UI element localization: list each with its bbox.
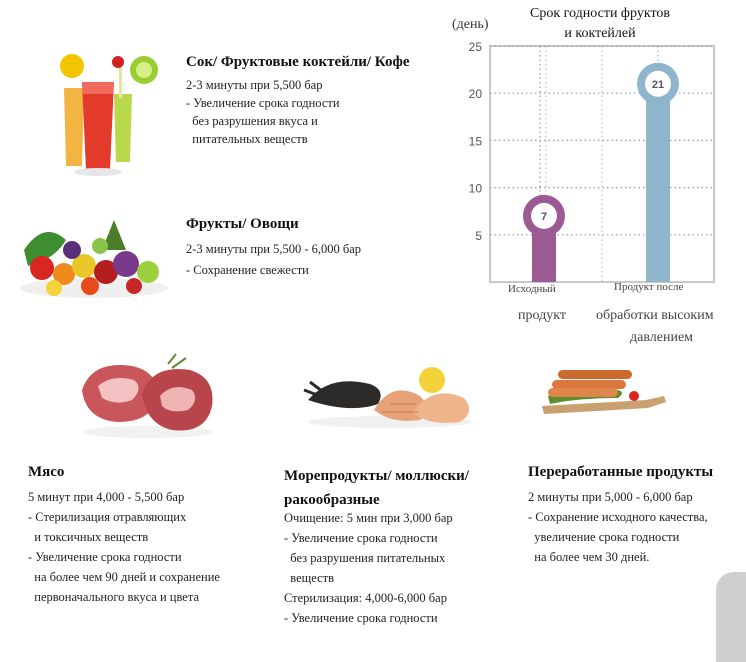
processed-line: на более чем 30 дней.	[528, 550, 650, 564]
category-label-processed-small: Продукт после	[614, 281, 684, 293]
chart-title-line: и коктейлей	[564, 26, 636, 41]
seafood-line: веществ	[284, 571, 335, 585]
bar	[646, 83, 670, 282]
meat-line: и токсичных веществ	[28, 530, 149, 544]
y-tick-label: 20	[469, 87, 483, 101]
seafood-title-line: ракообразные	[284, 492, 380, 508]
processed-line: 2 минуты при 5,000 - 6,000 бар	[528, 490, 693, 504]
meat-line: на более чем 90 дней и сохранение	[28, 570, 220, 584]
processed-line: - Сохранение исходного качества,	[528, 510, 708, 524]
fruits-line: 2-3 минуты при 5,500 - 6,000 бар	[186, 242, 362, 256]
seafood-line: Стерилизация: 4,000-6,000 бар	[284, 591, 447, 605]
bar-cap-inner	[645, 70, 671, 97]
y-tick-label: 5	[475, 229, 482, 243]
meat-line: 5 минут при 4,000 - 5,500 бар	[28, 490, 185, 504]
seafood-title: Морепродукты/ моллюски/ ракообразные	[284, 464, 469, 512]
juice-line: питательных веществ	[186, 132, 308, 146]
seafood-line: - Увеличение срока годности	[284, 611, 438, 625]
seafood-image	[300, 360, 480, 430]
processed-details: 2 минуты при 5,000 - 6,000 бар - Сохране…	[528, 487, 708, 567]
meat-line: первоначального вкуса и цвета	[28, 590, 200, 604]
y-tick-label: 25	[469, 40, 483, 54]
juice-line: - Увеличение срока годности	[186, 96, 340, 110]
meat-details: 5 минут при 4,000 - 5,500 бар - Стерилиз…	[28, 487, 220, 607]
juice-line: 2-3 минуты при 5,500 бар	[186, 78, 323, 92]
category-label-processed-big-1: обработки высоким	[596, 308, 714, 323]
seafood-line: без разрушения питательных	[284, 551, 446, 565]
meat-title: Мясо	[28, 464, 65, 480]
data-label: 7	[541, 211, 547, 223]
processed-line: увеличение срока годности	[528, 530, 680, 544]
seafood-line: Очищение: 5 мин при 3,000 бар	[284, 511, 453, 525]
fruits-line: - Сохранение свежести	[186, 263, 309, 277]
seafood-line: - Увеличение срока годности	[284, 531, 438, 545]
meat-image	[72, 350, 222, 440]
chart-title-line: Срок годности фруктов	[530, 6, 670, 21]
processed-title: Переработанные продукты	[528, 464, 714, 480]
juice-title: Сок/ Фруктовые коктейли/ Кофе	[186, 54, 410, 70]
bar-cap-inner	[531, 202, 557, 229]
shelf-life-chart: 5 10 15 20 25 7 21	[469, 40, 715, 283]
meat-line: - Увеличение срока годности	[28, 550, 182, 564]
y-tick-label: 10	[469, 182, 483, 196]
meat-line: - Стерилизация отравляющих	[28, 510, 187, 524]
sausages-image	[538, 366, 668, 416]
chart-title: Срок годности фруктов и коктейлей	[500, 4, 700, 44]
category-label-original-small: Исходный	[508, 283, 556, 295]
y-tick-label: 15	[469, 134, 483, 148]
fruits-details: 2-3 минуты при 5,500 - 6,000 бар - Сохра…	[186, 239, 361, 281]
juice-details: 2-3 минуты при 5,500 бар - Увеличение ср…	[186, 76, 340, 148]
seafood-details: Очищение: 5 мин при 3,000 бар - Увеличен…	[284, 508, 453, 628]
data-label: 21	[652, 79, 664, 91]
y-axis-unit-label: (день)	[452, 17, 489, 32]
category-label-original-big: продукт	[518, 308, 566, 323]
juice-line: без разрушения вкуса и	[186, 114, 318, 128]
juice-glasses-image	[52, 48, 162, 178]
fruits-title: Фрукты/ Овощи	[186, 216, 299, 232]
category-label-processed-big-2: давлением	[630, 330, 694, 345]
fruits-vegetables-image	[14, 210, 170, 300]
seafood-title-line: Морепродукты/ моллюски/	[284, 468, 469, 484]
corner-tab	[716, 572, 746, 662]
